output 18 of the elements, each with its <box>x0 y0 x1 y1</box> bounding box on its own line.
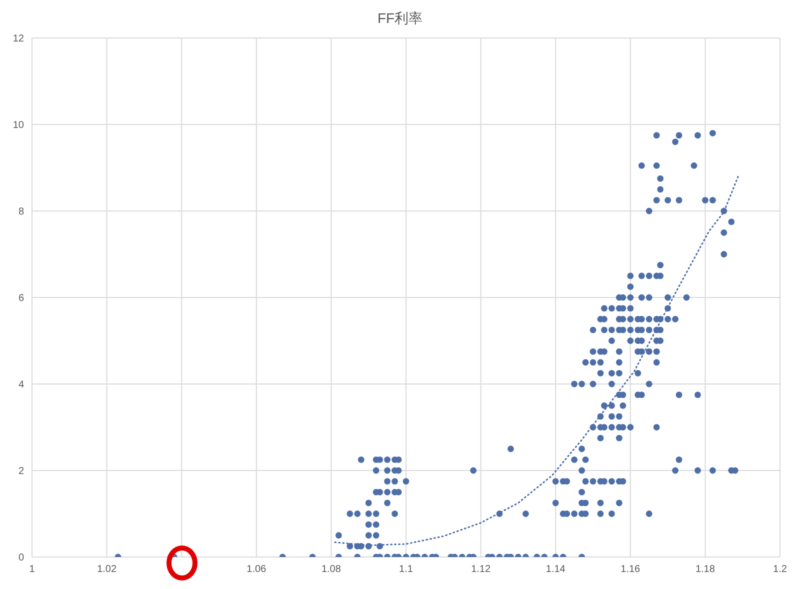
chart-title: FF利率 <box>376 10 424 28</box>
x-tick-label: 1.2 <box>773 564 788 576</box>
x-tick-label: 1.16 <box>620 564 641 576</box>
y-tick-label: 6 <box>18 293 24 304</box>
y-tick-label: 8 <box>18 206 24 218</box>
x-tick-label: 1.18 <box>695 564 716 576</box>
x-tick-label: 1 <box>29 564 36 576</box>
y-tick-label: 2 <box>18 466 24 478</box>
x-tick-label: 1.12 <box>471 564 491 576</box>
x-tick-label: 1.1 <box>399 564 414 576</box>
x-tick-label: 1.02 <box>97 564 117 576</box>
x-tick-label: 1.14 <box>546 564 566 576</box>
x-tick-label: 1.08 <box>321 564 342 576</box>
y-tick-label: 10 <box>12 120 24 132</box>
x-tick-label: 1.06 <box>246 564 267 576</box>
y-tick-label: 12 <box>12 34 24 45</box>
y-tick-label: 0 <box>18 552 24 564</box>
y-tick-label: 4 <box>18 380 24 391</box>
